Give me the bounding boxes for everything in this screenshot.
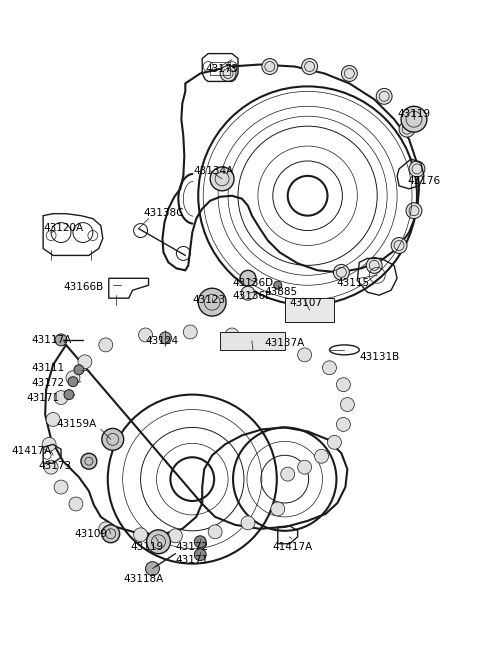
Text: 43172: 43172 <box>31 378 64 388</box>
Circle shape <box>66 371 80 384</box>
Circle shape <box>399 121 415 137</box>
Circle shape <box>281 467 295 481</box>
Circle shape <box>391 238 407 253</box>
Circle shape <box>44 460 58 474</box>
Circle shape <box>145 561 159 576</box>
Circle shape <box>334 265 349 280</box>
Circle shape <box>55 334 67 346</box>
Circle shape <box>54 480 68 494</box>
Circle shape <box>78 355 92 369</box>
Text: 43119: 43119 <box>397 109 430 119</box>
Circle shape <box>81 453 97 469</box>
Text: 43137A: 43137A <box>265 338 305 348</box>
Circle shape <box>74 365 84 375</box>
Circle shape <box>99 522 113 536</box>
Circle shape <box>194 549 206 561</box>
Text: 43120A: 43120A <box>43 223 83 233</box>
Circle shape <box>133 528 147 542</box>
Circle shape <box>64 390 74 400</box>
Text: 43171: 43171 <box>175 555 208 565</box>
Circle shape <box>376 88 392 104</box>
Circle shape <box>42 438 56 451</box>
Polygon shape <box>220 332 285 350</box>
Circle shape <box>46 413 60 426</box>
Text: 43176: 43176 <box>407 176 440 186</box>
Text: 43136D: 43136D <box>232 278 273 288</box>
Text: 43166B: 43166B <box>63 282 103 292</box>
Circle shape <box>406 203 422 219</box>
Text: 43159A: 43159A <box>56 419 96 430</box>
Text: 43134A: 43134A <box>193 166 234 176</box>
Circle shape <box>198 288 226 316</box>
Circle shape <box>336 417 350 432</box>
Text: 41417A: 41417A <box>12 446 51 457</box>
Circle shape <box>366 257 382 273</box>
Circle shape <box>146 530 170 553</box>
Circle shape <box>102 428 124 450</box>
Circle shape <box>262 58 278 75</box>
Text: 43124: 43124 <box>145 336 179 346</box>
Circle shape <box>241 286 255 300</box>
Circle shape <box>225 328 239 342</box>
Text: 43175: 43175 <box>205 64 239 73</box>
Circle shape <box>183 325 197 339</box>
Polygon shape <box>285 298 335 322</box>
Text: 43123: 43123 <box>192 295 226 305</box>
Text: 43171: 43171 <box>26 392 60 403</box>
Circle shape <box>139 328 153 342</box>
Circle shape <box>271 502 285 516</box>
Circle shape <box>159 332 171 344</box>
Circle shape <box>99 338 113 352</box>
Text: 43115: 43115 <box>336 278 370 288</box>
Circle shape <box>314 449 328 463</box>
Circle shape <box>54 390 68 405</box>
Text: 43885: 43885 <box>265 288 298 297</box>
Circle shape <box>69 497 83 511</box>
Text: 43173: 43173 <box>38 461 72 471</box>
Text: 43109: 43109 <box>74 529 107 539</box>
Text: 43131B: 43131B <box>360 352 399 362</box>
Text: 41417A: 41417A <box>273 542 313 552</box>
Circle shape <box>68 377 78 386</box>
Text: 43136E: 43136E <box>232 291 272 301</box>
Circle shape <box>274 281 282 290</box>
Circle shape <box>220 66 236 81</box>
Circle shape <box>336 378 350 392</box>
Circle shape <box>102 525 120 543</box>
Circle shape <box>401 106 427 132</box>
Text: 43107: 43107 <box>290 298 323 308</box>
Circle shape <box>240 271 256 286</box>
Circle shape <box>210 167 234 191</box>
Circle shape <box>341 66 357 81</box>
Text: 43111: 43111 <box>31 363 64 373</box>
Circle shape <box>208 525 222 539</box>
Text: 43118A: 43118A <box>124 574 164 584</box>
Text: 43117A: 43117A <box>31 335 72 345</box>
Text: 43172: 43172 <box>175 542 208 552</box>
Circle shape <box>327 436 341 449</box>
Circle shape <box>194 536 206 548</box>
Text: 43138C: 43138C <box>144 208 184 217</box>
Text: 43119: 43119 <box>131 542 164 552</box>
Circle shape <box>323 361 336 375</box>
Circle shape <box>298 460 312 474</box>
Circle shape <box>340 398 354 411</box>
Circle shape <box>168 529 182 543</box>
Circle shape <box>263 336 277 350</box>
Circle shape <box>409 161 425 177</box>
Circle shape <box>301 58 318 75</box>
Circle shape <box>241 516 255 530</box>
Circle shape <box>298 348 312 362</box>
